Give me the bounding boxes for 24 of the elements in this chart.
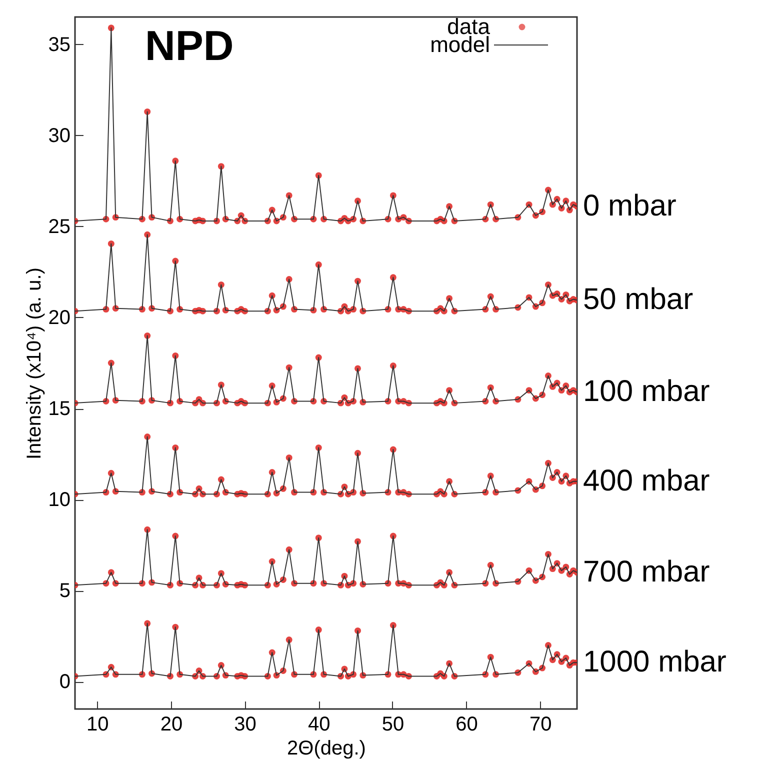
y-tick-label: 15 bbox=[48, 398, 70, 420]
text: 100 mbar bbox=[583, 375, 710, 408]
y-axis-title: Intensity (x10⁴) (a. u.) bbox=[23, 268, 46, 460]
x-tick-label: 50 bbox=[382, 714, 404, 736]
chart-title: NPD bbox=[145, 22, 234, 69]
y-tick-label: 30 bbox=[48, 124, 70, 147]
y-tick-label: 35 bbox=[48, 34, 70, 56]
x-tick-label: 30 bbox=[234, 714, 256, 736]
text: 50 mbar bbox=[583, 283, 694, 316]
x-tick-label: 20 bbox=[160, 714, 183, 736]
x-tick-label: 10 bbox=[86, 714, 109, 736]
y-tick-label: 20 bbox=[48, 306, 70, 329]
text: 0 mbar bbox=[583, 189, 676, 222]
y-tick-label: 25 bbox=[48, 216, 70, 238]
text: 400 mbar bbox=[583, 464, 710, 498]
text: 1000 mbar bbox=[583, 646, 726, 679]
x-axis-title: 2Θ(deg.) bbox=[287, 738, 366, 760]
x-tick-label: 40 bbox=[308, 714, 330, 736]
x-tick-label: 60 bbox=[456, 714, 478, 736]
y-tick-label: 5 bbox=[59, 580, 70, 602]
text: 700 mbar bbox=[583, 555, 710, 588]
y-tick-label: 0 bbox=[59, 671, 70, 694]
x-tick-label: 70 bbox=[529, 714, 552, 736]
y-tick-label: 10 bbox=[48, 489, 70, 512]
